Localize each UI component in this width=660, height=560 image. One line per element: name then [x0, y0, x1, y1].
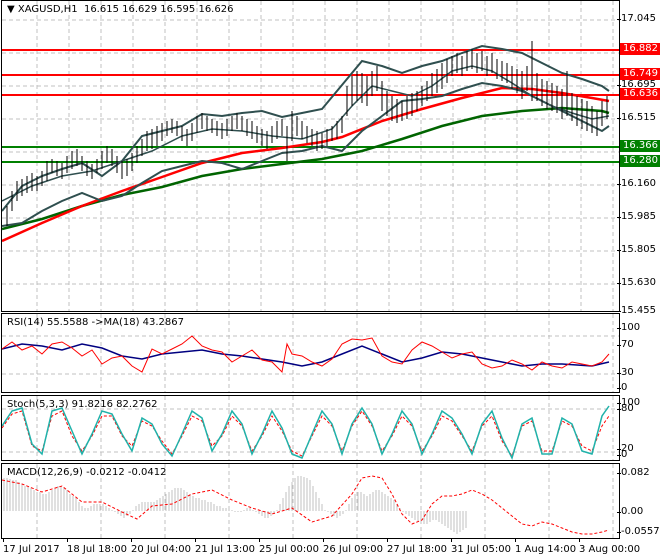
symbol-timeframe: XAGUSD,H1: [17, 4, 78, 15]
price-tick: 15.985: [617, 211, 656, 222]
price-tick: 16.695: [617, 79, 656, 90]
stochastic-title: Stoch(5,3,3) 91.8216 82.2762: [7, 399, 158, 410]
rsi-tick: 0: [616, 382, 628, 393]
symbol-header[interactable]: ▼ XAGUSD,H1 16.615 16.629 16.595 16.626: [7, 4, 233, 15]
rsi-panel[interactable]: RSI(14) 55.5588 ->MA(18) 43.2867: [1, 313, 620, 393]
price-axis[interactable]: 17.045 16.695 16.515 16.160 15.985 15.80…: [617, 0, 660, 316]
main-price-chart[interactable]: ▼ XAGUSD,H1 16.615 16.629 16.595 16.626: [1, 0, 620, 312]
price-tick: 16.160: [617, 178, 656, 189]
price-chart-plot: [2, 1, 619, 311]
stoch-tick: 100: [616, 397, 641, 408]
level-label-resistance: 16.636: [620, 88, 660, 100]
macd-axis: 0.082 0.00 -0.0557: [616, 463, 660, 539]
time-tick: 3 Aug 00:00: [579, 538, 641, 555]
stoch-tick: 80: [617, 403, 634, 414]
macd-panel[interactable]: MACD(12,26,9) -0.0212 -0.0412: [1, 463, 620, 539]
macd-tick: 0.00: [616, 506, 644, 517]
macd-plot: [2, 464, 614, 538]
macd-tick: 0.082: [617, 467, 650, 478]
price-tick: 15.805: [617, 244, 656, 255]
stochastic-panel[interactable]: Stoch(5,3,3) 91.8216 82.2762: [1, 395, 620, 461]
price-tick: 16.515: [617, 112, 656, 123]
rsi-tick: 100: [616, 322, 641, 333]
time-tick: 26 Jul 09:00: [323, 538, 383, 555]
level-label-resistance: 16.882: [620, 43, 660, 55]
time-tick: 21 Jul 13:00: [195, 538, 255, 555]
time-tick: 31 Jul 05:00: [451, 538, 511, 555]
rsi-tick: 70: [617, 339, 634, 350]
price-tick: 15.630: [617, 277, 656, 288]
time-axis[interactable]: 17 Jul 2017 18 Jul 18:00 20 Jul 04:00 21…: [0, 538, 660, 560]
stoch-tick: 0: [616, 449, 628, 460]
time-tick: 18 Jul 18:00: [67, 538, 127, 555]
time-tick: 25 Jul 00:00: [259, 538, 319, 555]
time-tick: 1 Aug 14:00: [515, 538, 577, 555]
rsi-tick: 30: [617, 367, 634, 378]
time-tick: 27 Jul 18:00: [387, 538, 447, 555]
level-label-support: 16.366: [620, 140, 660, 152]
stoch-tick: 20: [617, 443, 634, 454]
time-tick: 20 Jul 04:00: [131, 538, 191, 555]
stochastic-plot: [2, 396, 619, 460]
rsi-title: RSI(14) 55.5588 ->MA(18) 43.2867: [7, 317, 184, 328]
ohlc-values: 16.615 16.629 16.595 16.626: [83, 4, 234, 15]
price-tick: 17.045: [617, 13, 656, 24]
time-tick: 17 Jul 2017: [3, 538, 60, 555]
macd-title: MACD(12,26,9) -0.0212 -0.0412: [7, 467, 167, 478]
level-label-resistance: 16.749: [620, 68, 660, 80]
level-label-support: 16.280: [620, 155, 660, 167]
stochastic-axis: 100 80 20 0: [616, 395, 660, 461]
macd-tick: -0.0557: [617, 526, 660, 537]
price-tick: 15.455: [617, 305, 656, 316]
triangle-down-icon[interactable]: ▼: [7, 4, 15, 15]
rsi-axis: 100 70 30 0: [616, 313, 660, 393]
rsi-plot: [2, 314, 619, 392]
